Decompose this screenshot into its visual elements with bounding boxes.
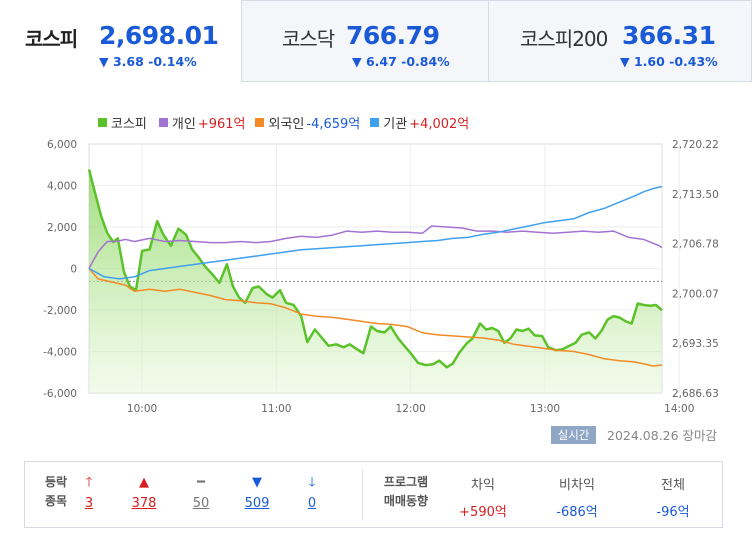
limit-down-icon: 🡓 — [308, 475, 316, 490]
tab-index-change: ▼ 1.60 -0.43% — [620, 54, 718, 69]
legend-label: 개인 — [171, 117, 196, 132]
left-axis-tick: -4,000 — [43, 347, 77, 359]
tab-index-value: 2,698.01 — [99, 21, 219, 50]
program-label-line2: 매매동향 — [383, 494, 429, 508]
breadth-item: ━ 50 — [181, 474, 221, 511]
flat-icon: ━ — [197, 475, 205, 490]
market-summary-panel: 등락 종목 🡑 3 ▲ 378 ━ 50 ▼ 509 🡓 0 프로그램 매매동향 차익 +590억 비… — [24, 461, 723, 528]
tab-index-value: 366.31 — [622, 21, 716, 50]
breadth-label: 등락 종목 — [36, 473, 76, 511]
realtime-button[interactable]: 실시간 — [551, 426, 596, 444]
legend-value: -4,659억 — [306, 117, 361, 132]
right-axis-tick: 2,706.78 — [672, 239, 719, 251]
limit-up-icon: 🡑 — [85, 475, 93, 490]
program-column: 차익 +590억 — [443, 477, 523, 520]
breadth-label-line2: 종목 — [44, 494, 68, 508]
x-axis-tick: 12:00 — [396, 403, 426, 415]
series-line-외국인 — [88, 268, 663, 367]
breadth-item: 🡑 3 — [69, 474, 109, 511]
legend-label: 기관 — [383, 117, 408, 132]
program-column: 비차익 -686억 — [537, 477, 617, 520]
legend-label: 코스피 — [111, 117, 147, 132]
down-icon: ▼ — [252, 475, 262, 490]
legend-swatch — [255, 118, 265, 127]
x-axis-tick: 10:00 — [127, 403, 157, 415]
program-column-value: +590억 — [459, 505, 507, 520]
tab-index-value: 766.79 — [346, 21, 440, 50]
x-axis-tick: 13:00 — [530, 403, 560, 415]
kospi-intraday-chart: 6,000 4,000 2,000 0 -2,000 -4,000 -6,000 2,720.… — [43, 139, 719, 415]
right-axis-tick: 2,720.22 — [672, 139, 719, 151]
breadth-count-link[interactable]: 378 — [131, 496, 157, 511]
right-axis-tick: 2,693.35 — [672, 338, 719, 350]
left-axis-tick: 4,000 — [47, 181, 77, 193]
breadth-item: ▼ 509 — [237, 474, 277, 511]
right-axis-tick: 2,700.07 — [672, 288, 719, 300]
left-axis-tick: 6,000 — [47, 139, 77, 151]
x-axis-tick: 14:00 — [664, 403, 694, 415]
series-area-코스피 — [89, 169, 662, 393]
program-label: 프로그램 매매동향 — [378, 473, 434, 511]
left-axis-tick: 2,000 — [47, 222, 77, 234]
tab-index-change: ▼ 6.47 -0.84% — [352, 54, 450, 69]
divider — [362, 470, 363, 520]
breadth-count-link[interactable]: 509 — [244, 496, 270, 511]
series-line-코스피 — [87, 169, 663, 369]
program-column-head: 비차익 — [559, 478, 595, 493]
legend-item[interactable]: 기관 +4,002억 — [370, 113, 469, 132]
chart-legend: 코스피 개인 +961억 외국인 -4,659억 기관 +4,002억 — [98, 113, 479, 132]
legend-value: +4,002억 — [409, 117, 470, 132]
left-axis-tick: 0 — [70, 264, 77, 276]
tab-kospi[interactable]: 코스피 2,698.01 ▼ 3.68 -0.14% — [0, 0, 241, 82]
series-line-기관 — [88, 185, 663, 280]
left-axis-tick: -6,000 — [43, 388, 77, 400]
breadth-count-link[interactable]: 3 — [84, 496, 94, 511]
legend-item[interactable]: 개인 +961억 — [158, 113, 246, 132]
breadth-item: 🡓 0 — [292, 474, 332, 511]
breadth-count-link[interactable]: 50 — [192, 496, 210, 511]
index-tabs: 코스피 2,698.01 ▼ 3.68 -0.14% 코스닥 766.79 ▼ … — [0, 0, 752, 82]
series-line-개인 — [88, 225, 663, 269]
tab-kospi200[interactable]: 코스피200 366.31 ▼ 1.60 -0.43% — [489, 0, 752, 82]
tab-name: 코스피200 — [520, 27, 608, 51]
legend-value: +961억 — [197, 117, 246, 132]
tab-index-change: ▼ 3.68 -0.14% — [99, 54, 197, 69]
legend-swatch — [158, 118, 168, 127]
program-label-line1: 프로그램 — [383, 475, 429, 489]
program-column: 전체 -96억 — [633, 477, 713, 520]
program-column-head: 전체 — [661, 478, 685, 493]
market-close-date: 2024.08.26 장마감 — [607, 428, 718, 443]
legend-item[interactable]: 외국인 -4,659억 — [255, 113, 360, 132]
program-column-value: -96억 — [656, 505, 690, 520]
legend-label: 외국인 — [268, 117, 305, 132]
right-axis-tick: 2,713.50 — [672, 189, 719, 201]
legend-swatch — [370, 118, 380, 127]
breadth-label-line1: 등락 — [44, 475, 68, 489]
left-axis-tick: -2,000 — [43, 305, 77, 317]
tab-name: 코스닥 — [282, 27, 335, 51]
breadth-count-link[interactable]: 0 — [307, 496, 317, 511]
program-column-head: 차익 — [471, 478, 495, 493]
x-axis-tick: 11:00 — [261, 403, 291, 415]
tab-kosdaq[interactable]: 코스닥 766.79 ▼ 6.47 -0.84% — [241, 0, 489, 82]
legend-item[interactable]: 코스피 — [98, 113, 149, 132]
tab-name: 코스피 — [25, 27, 78, 51]
legend-swatch — [98, 118, 107, 127]
up-icon: ▲ — [139, 475, 149, 490]
program-column-value: -686억 — [556, 505, 598, 520]
breadth-item: ▲ 378 — [124, 474, 164, 511]
right-axis-tick: 2,686.63 — [672, 388, 719, 400]
